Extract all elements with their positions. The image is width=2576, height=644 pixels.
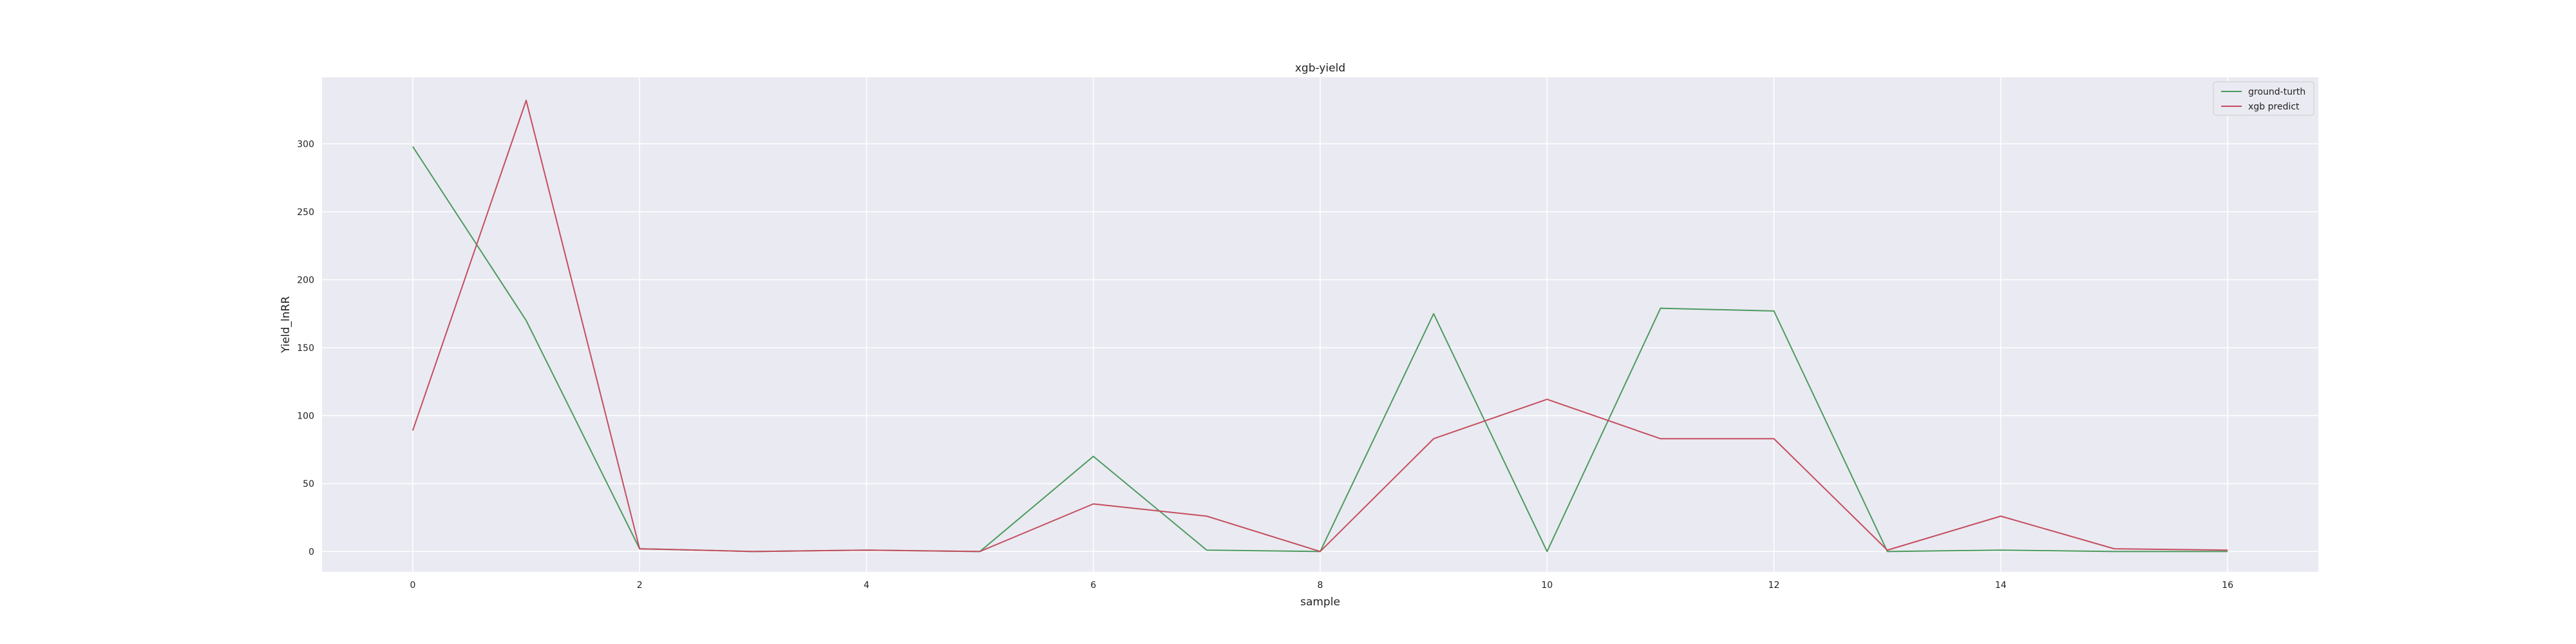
series-lines xyxy=(412,99,2228,553)
legend-label-xgb-predict: xgb predict xyxy=(2248,102,2300,112)
x-tick-label: 6 xyxy=(1090,580,1096,591)
x-tick-label: 2 xyxy=(637,580,643,591)
x-tick-label: 14 xyxy=(1995,580,2007,591)
y-tick-label: 50 xyxy=(303,479,314,489)
y-axis-label: Yield_lnRR xyxy=(279,296,292,354)
tick-labels: 0 2 4 6 8 10 12 14 16 0 50 100 150 200 250 300 xyxy=(297,139,2233,591)
x-tick-label: 10 xyxy=(1541,580,1553,591)
chart-title: xgb-yield xyxy=(1295,62,1345,75)
x-axis-label: sample xyxy=(1300,596,1340,609)
y-tick-label: 0 xyxy=(308,547,314,557)
y-tick-label: 100 xyxy=(297,411,314,421)
y-tick-label: 300 xyxy=(297,139,314,149)
y-tick-label: 200 xyxy=(297,275,314,285)
legend-label-ground-turth: ground-turth xyxy=(2248,87,2306,97)
y-tick-label: 150 xyxy=(297,343,314,354)
legend: ground-turth xgb predict xyxy=(2213,81,2315,116)
x-tick-label: 0 xyxy=(410,580,415,591)
x-tick-label: 4 xyxy=(864,580,869,591)
y-tick-label: 250 xyxy=(297,207,314,218)
series-line-xgb-predict xyxy=(412,99,2228,553)
x-tick-label: 16 xyxy=(2222,580,2233,591)
x-tick-label: 8 xyxy=(1318,580,1323,591)
x-tick-label: 12 xyxy=(1768,580,1780,591)
